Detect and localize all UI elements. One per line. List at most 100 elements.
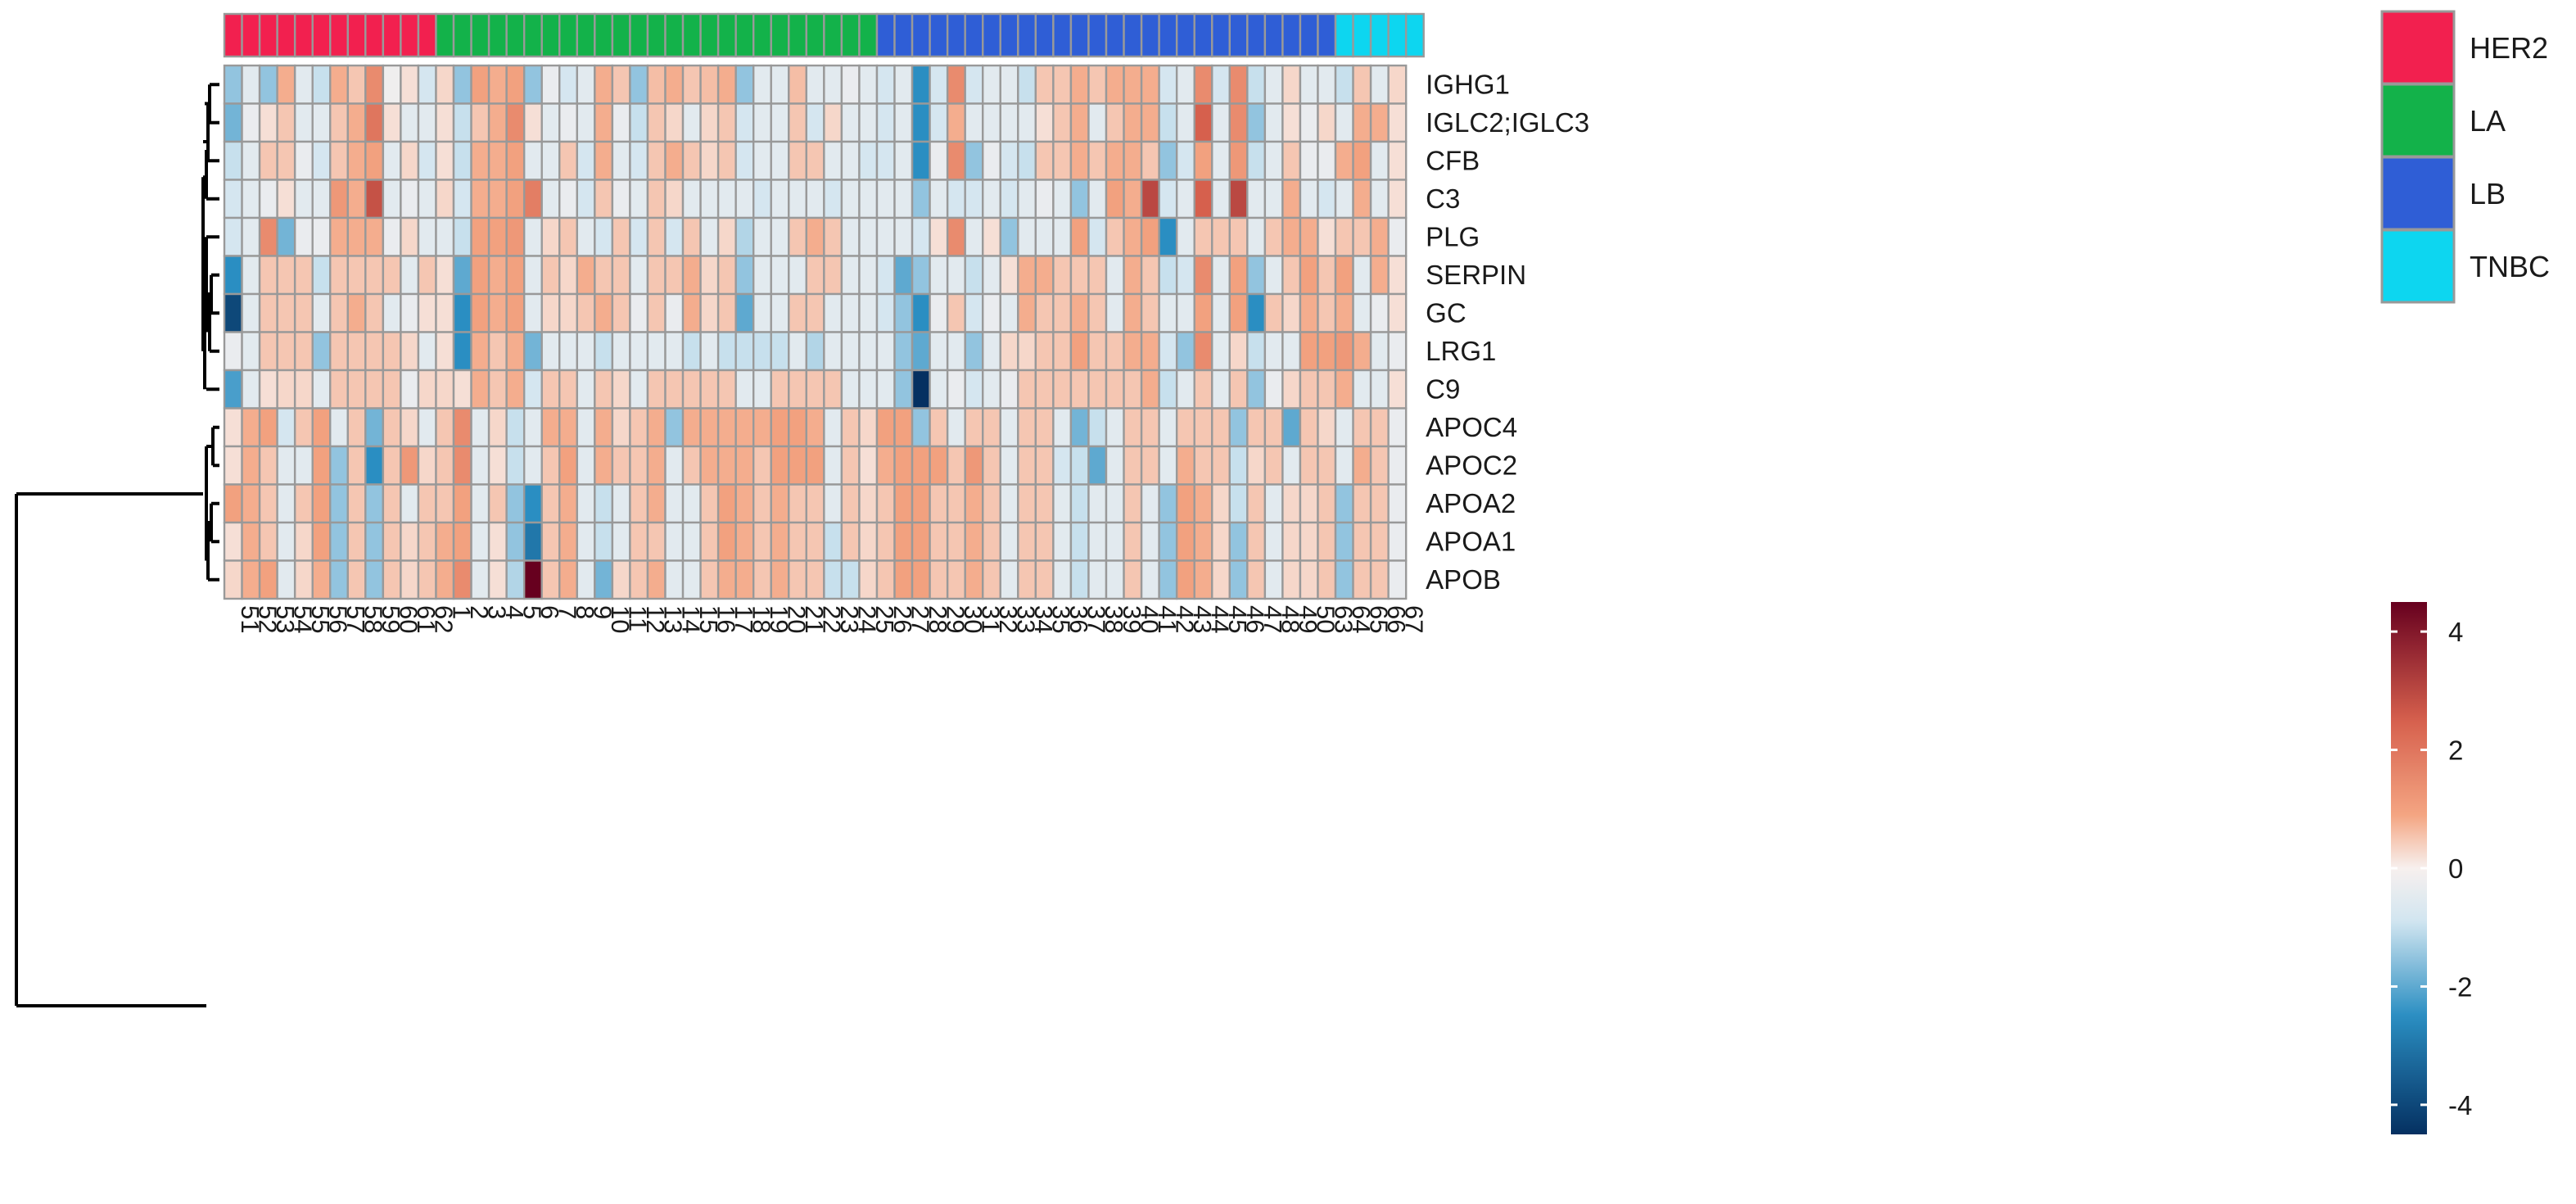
heatmap-cell	[417, 331, 437, 372]
heatmap-cell	[1228, 64, 1249, 105]
heatmap-cell	[435, 407, 455, 448]
heatmap-cell	[999, 216, 1019, 257]
heatmap-cell	[1017, 521, 1037, 562]
heatmap-cell	[540, 292, 561, 333]
heatmap-cell	[1158, 216, 1178, 257]
heatmap-cell	[999, 255, 1019, 296]
heatmap-cell	[734, 64, 755, 105]
heatmap-cell	[788, 331, 808, 372]
heatmap-cell	[540, 140, 561, 181]
heatmap-cell	[999, 483, 1019, 524]
heatmap-cell	[999, 292, 1019, 333]
heatmap-cell	[1246, 407, 1267, 448]
heatmap-cell	[558, 407, 579, 448]
heatmap-cell	[788, 140, 808, 181]
heatmap-cell	[1140, 216, 1160, 257]
heatmap-cell	[452, 179, 472, 220]
group-annotation-cell	[999, 12, 1019, 58]
heatmap-cell	[1175, 445, 1195, 486]
column-label: 19	[765, 605, 793, 633]
heatmap-cell	[664, 369, 685, 410]
heatmap-cell	[716, 369, 737, 410]
heatmap-cell	[1228, 483, 1249, 524]
heatmap-cell	[752, 331, 772, 372]
heatmap-cell	[1352, 331, 1372, 372]
group-annotation-cell	[364, 12, 385, 58]
heatmap-cell	[823, 407, 843, 448]
heatmap-cell	[1263, 559, 1284, 600]
heatmap-cell	[1158, 521, 1178, 562]
heatmap-cell	[346, 483, 367, 524]
heatmap-cell	[1123, 255, 1143, 296]
heatmap-cell	[1105, 102, 1125, 143]
heatmap-cell	[505, 64, 526, 105]
group-annotation-cell	[311, 12, 332, 58]
heatmap-cell	[929, 331, 949, 372]
heatmap-cell	[1352, 369, 1372, 410]
heatmap-cell	[611, 559, 631, 600]
heatmap-cell	[911, 216, 931, 257]
heatmap-cell	[752, 102, 772, 143]
heatmap-cell	[505, 216, 526, 257]
heatmap-cell	[911, 179, 931, 220]
heatmap-cell	[364, 407, 385, 448]
heatmap-cell	[734, 407, 755, 448]
heatmap-cell	[1087, 102, 1108, 143]
heatmap-cell	[594, 64, 614, 105]
heatmap-cell	[752, 445, 772, 486]
heatmap-cell	[982, 102, 1001, 143]
heatmap-cell	[858, 179, 879, 220]
heatmap-cell	[1211, 64, 1231, 105]
heatmap-cell	[1369, 521, 1390, 562]
colorbar-tick-label: -2	[2448, 971, 2472, 1002]
heatmap-cell	[858, 445, 879, 486]
heatmap-cell	[1369, 179, 1390, 220]
heatmap-cell	[223, 179, 243, 220]
heatmap-cell	[293, 292, 314, 333]
heatmap-cell	[629, 102, 649, 143]
heatmap-cell	[452, 102, 472, 143]
heatmap-cell	[364, 292, 385, 333]
heatmap-cell	[1211, 369, 1231, 410]
heatmap-cell	[611, 102, 631, 143]
heatmap-cell	[1352, 140, 1372, 181]
heatmap-cell	[681, 64, 702, 105]
heatmap-cell	[1334, 483, 1354, 524]
heatmap-cell	[346, 292, 367, 333]
heatmap-cell	[964, 521, 984, 562]
group-annotation-cell	[1281, 12, 1302, 58]
heatmap-cell	[840, 521, 861, 562]
heatmap-cell	[329, 445, 349, 486]
heatmap-cell	[1175, 255, 1195, 296]
heatmap-cell	[1017, 445, 1037, 486]
heatmap-cell	[611, 216, 631, 257]
column-label: 60	[395, 605, 423, 633]
heatmap-cell	[646, 216, 667, 257]
heatmap-cell	[858, 407, 879, 448]
heatmap-cell	[470, 407, 490, 448]
heatmap-cell	[505, 140, 526, 181]
heatmap-cell	[805, 445, 825, 486]
heatmap-cell	[400, 559, 420, 600]
row-dendrogram	[15, 83, 219, 1007]
heatmap-cell	[823, 521, 843, 562]
heatmap-cell	[1017, 369, 1037, 410]
heatmap-cell	[1387, 64, 1408, 105]
heatmap-cell	[629, 331, 649, 372]
column-label: 11	[624, 605, 653, 631]
group-annotation-cell	[1017, 12, 1037, 58]
group-annotation-cell	[911, 12, 931, 58]
heatmap-cell	[364, 64, 385, 105]
heatmap-cell	[929, 369, 949, 410]
group-annotation-cell	[558, 12, 579, 58]
heatmap-cell	[364, 369, 385, 410]
heatmap-cell	[1052, 292, 1073, 333]
heatmap-cell	[699, 140, 720, 181]
heatmap-cell	[382, 407, 402, 448]
heatmap-cell	[788, 369, 808, 410]
heatmap-cell	[664, 140, 685, 181]
heatmap-cell	[840, 216, 861, 257]
heatmap-cell	[470, 102, 490, 143]
column-label: 30	[959, 605, 987, 633]
heatmap-cell	[858, 559, 879, 600]
